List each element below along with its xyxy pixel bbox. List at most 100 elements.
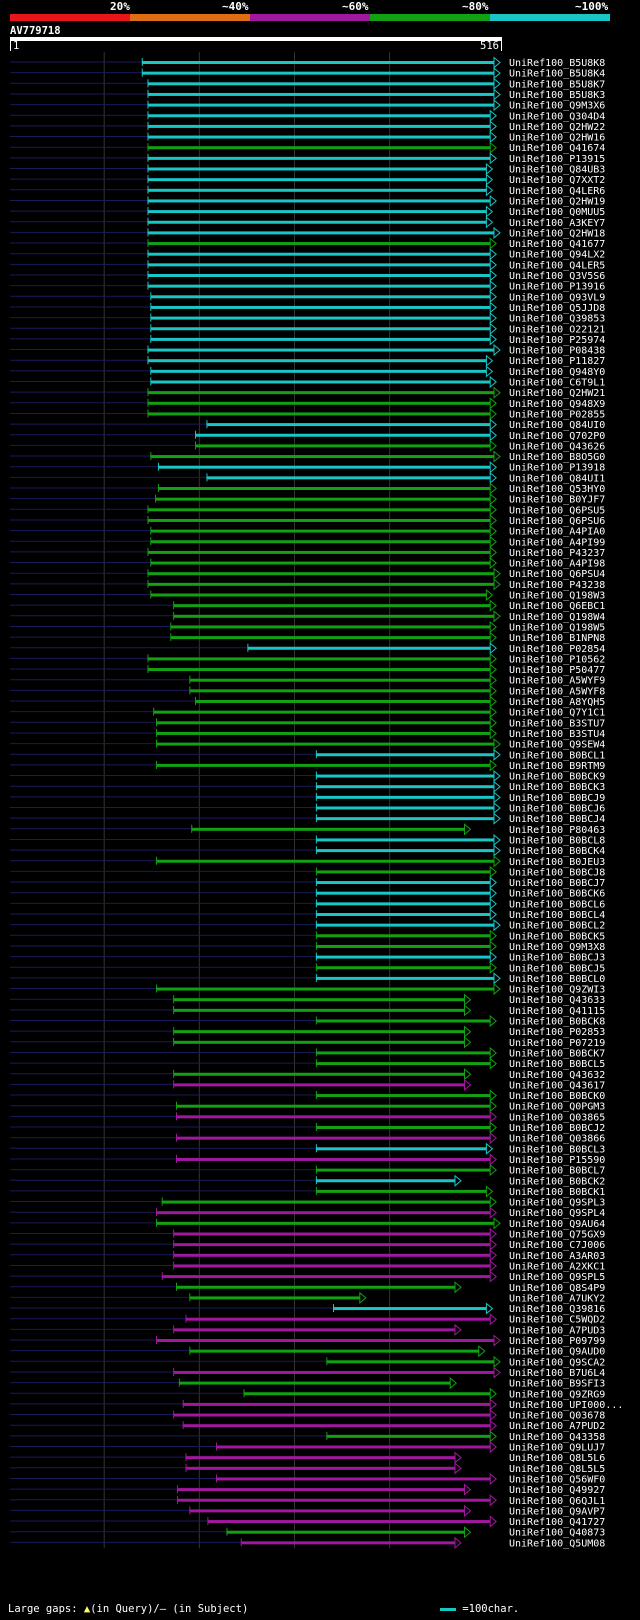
hit-label[interactable]: UniRef100_Q0MUU5 bbox=[509, 207, 605, 218]
hit-row[interactable]: UniRef100_Q9SPL5 bbox=[10, 1270, 605, 1284]
hit-row[interactable]: UniRef100_A4PI98 bbox=[10, 556, 605, 570]
hit-row[interactable]: UniRef100_Q9AUD0 bbox=[10, 1345, 605, 1358]
hit-row[interactable]: UniRef100_B0BCK4 bbox=[10, 844, 605, 858]
hit-bar[interactable] bbox=[316, 849, 494, 853]
hit-label[interactable]: UniRef100_B0BCL4 bbox=[509, 910, 605, 921]
hit-label[interactable]: UniRef100_Q9LUJ7 bbox=[509, 1443, 605, 1454]
hit-label[interactable]: UniRef100_P80463 bbox=[509, 825, 605, 836]
hit-row[interactable]: UniRef100_Q304D4 bbox=[10, 109, 605, 123]
hit-row[interactable]: UniRef100_Q5UM08 bbox=[10, 1536, 605, 1550]
hit-bar[interactable] bbox=[147, 518, 491, 522]
hit-label[interactable]: UniRef100_Q4LER5 bbox=[509, 260, 605, 271]
hit-row[interactable]: UniRef100_B0BCL3 bbox=[10, 1142, 605, 1156]
hit-row[interactable]: UniRef100_Q94LX2 bbox=[10, 248, 605, 261]
hit-bar[interactable] bbox=[153, 710, 491, 714]
hit-label[interactable]: UniRef100_Q5UM08 bbox=[509, 1538, 605, 1549]
hit-bar[interactable] bbox=[156, 1211, 491, 1215]
hit-label[interactable]: UniRef100_A7PUD3 bbox=[509, 1325, 605, 1336]
hit-bar[interactable] bbox=[173, 1370, 494, 1374]
hit-label[interactable]: UniRef100_Q304D4 bbox=[509, 111, 605, 122]
hit-row[interactable]: UniRef100_Q9SCA2 bbox=[10, 1355, 605, 1369]
hit-bar[interactable] bbox=[162, 1275, 491, 1279]
hit-label[interactable]: UniRef100_Q948Y0 bbox=[509, 367, 605, 378]
hit-row[interactable]: UniRef100_Q9LUJ7 bbox=[10, 1440, 605, 1454]
hit-label[interactable]: UniRef100_Q43358 bbox=[509, 1432, 605, 1443]
hit-row[interactable]: UniRef100_B5U8K7 bbox=[10, 77, 605, 91]
hit-label[interactable]: UniRef100_Q93VL9 bbox=[509, 292, 605, 303]
hit-bar[interactable] bbox=[150, 337, 491, 341]
hit-row[interactable]: UniRef100_Q0PGM3 bbox=[10, 1100, 605, 1113]
hit-row[interactable]: UniRef100_Q4LER5 bbox=[10, 258, 605, 272]
hit-bar[interactable] bbox=[170, 625, 491, 629]
hit-label[interactable]: UniRef100_Q7Y1C1 bbox=[509, 708, 605, 719]
hit-bar[interactable] bbox=[147, 274, 491, 277]
hit-bar[interactable] bbox=[147, 167, 487, 171]
hit-row[interactable]: UniRef100_Q198W5 bbox=[10, 620, 605, 634]
hit-label[interactable]: UniRef100_Q56WF0 bbox=[509, 1474, 605, 1485]
hit-bar[interactable] bbox=[176, 1285, 455, 1289]
hit-bar[interactable] bbox=[186, 1466, 455, 1470]
hit-row[interactable]: UniRef100_Q9AVP7 bbox=[10, 1504, 605, 1518]
hit-row[interactable]: UniRef100_B0BCJ5 bbox=[10, 961, 605, 975]
hit-label[interactable]: UniRef100_B0BCL3 bbox=[509, 1144, 605, 1155]
hit-bar[interactable] bbox=[216, 1477, 491, 1481]
hit-bar[interactable] bbox=[316, 870, 491, 874]
hit-label[interactable]: UniRef100_B0BCK7 bbox=[509, 1048, 605, 1059]
hit-row[interactable]: UniRef100_Q43358 bbox=[10, 1430, 605, 1443]
hit-label[interactable]: UniRef100_P13915 bbox=[509, 154, 605, 165]
hit-row[interactable]: UniRef100_P13916 bbox=[10, 280, 605, 293]
hit-row[interactable]: UniRef100_B0BCJ6 bbox=[10, 801, 605, 815]
hit-row[interactable]: UniRef100_B0BCL1 bbox=[10, 748, 605, 762]
hit-bar[interactable] bbox=[316, 806, 494, 810]
hit-bar[interactable] bbox=[162, 1200, 491, 1204]
hit-row[interactable]: UniRef100_B0BCJ7 bbox=[10, 876, 605, 890]
hit-bar[interactable] bbox=[156, 859, 494, 863]
hit-bar[interactable] bbox=[147, 582, 494, 586]
hit-row[interactable]: UniRef100_Q9AU64 bbox=[10, 1217, 605, 1230]
hit-label[interactable]: UniRef100_Q8L5L6 bbox=[509, 1453, 605, 1464]
hit-bar[interactable] bbox=[155, 497, 491, 501]
hit-bar[interactable] bbox=[173, 998, 465, 1002]
hit-label[interactable]: UniRef100_Q9AVP7 bbox=[509, 1506, 605, 1517]
hit-bar[interactable] bbox=[173, 1040, 465, 1044]
hit-label[interactable]: UniRef100_Q198W3 bbox=[509, 591, 605, 602]
hit-bar[interactable] bbox=[183, 1402, 491, 1406]
hit-bar[interactable] bbox=[189, 1296, 360, 1300]
hit-label[interactable]: UniRef100_B0BCJ5 bbox=[509, 963, 605, 974]
hit-label[interactable]: UniRef100_UPI000... bbox=[509, 1400, 623, 1411]
hit-label[interactable]: UniRef100_C7J006 bbox=[509, 1240, 605, 1251]
hit-row[interactable]: UniRef100_P25974 bbox=[10, 333, 605, 346]
hit-bar[interactable] bbox=[316, 891, 491, 895]
hit-label[interactable]: UniRef100_P02854 bbox=[509, 644, 605, 655]
hit-label[interactable]: UniRef100_B0BCK3 bbox=[509, 782, 605, 793]
hit-bar[interactable] bbox=[176, 1136, 491, 1140]
hit-row[interactable]: UniRef100_Q948X9 bbox=[10, 397, 605, 410]
hit-row[interactable]: UniRef100_B0BCJ8 bbox=[10, 865, 605, 879]
hit-label[interactable]: UniRef100_Q6PSU4 bbox=[509, 569, 605, 580]
hit-row[interactable]: UniRef100_A4PI99 bbox=[10, 535, 605, 549]
hit-row[interactable]: UniRef100_Q702P0 bbox=[10, 429, 605, 442]
hit-row[interactable]: UniRef100_B0BCK1 bbox=[10, 1185, 605, 1198]
hit-row[interactable]: UniRef100_Q6PSU5 bbox=[10, 503, 605, 517]
hit-label[interactable]: UniRef100_B0BCJ7 bbox=[509, 878, 605, 889]
hit-bar[interactable] bbox=[150, 455, 494, 459]
hit-bar[interactable] bbox=[156, 763, 491, 767]
hit-bar[interactable] bbox=[316, 1019, 491, 1023]
hit-label[interactable]: UniRef100_Q84UI1 bbox=[509, 473, 605, 484]
hit-label[interactable]: UniRef100_B0BCL6 bbox=[509, 899, 605, 910]
hit-row[interactable]: UniRef100_B7U6L4 bbox=[10, 1366, 605, 1379]
hit-label[interactable]: UniRef100_A4PI99 bbox=[509, 537, 605, 548]
hit-row[interactable]: UniRef100_Q03866 bbox=[10, 1132, 605, 1145]
hit-label[interactable]: UniRef100_B0BCK5 bbox=[509, 931, 605, 942]
hit-bar[interactable] bbox=[183, 1424, 491, 1428]
hit-label[interactable]: UniRef100_P02855 bbox=[509, 409, 605, 420]
hit-bar[interactable] bbox=[147, 508, 491, 512]
hit-row[interactable]: UniRef100_P13915 bbox=[10, 152, 605, 165]
hit-bar[interactable] bbox=[316, 923, 494, 927]
hit-row[interactable]: UniRef100_B0BCK5 bbox=[10, 929, 605, 943]
hit-label[interactable]: UniRef100_A7UKY2 bbox=[509, 1293, 605, 1304]
hit-row[interactable]: UniRef100_Q84UI0 bbox=[10, 418, 605, 432]
hit-bar[interactable] bbox=[247, 646, 491, 650]
hit-row[interactable]: UniRef100_P13918 bbox=[10, 461, 605, 474]
hit-label[interactable]: UniRef100_B0BCK6 bbox=[509, 889, 605, 900]
